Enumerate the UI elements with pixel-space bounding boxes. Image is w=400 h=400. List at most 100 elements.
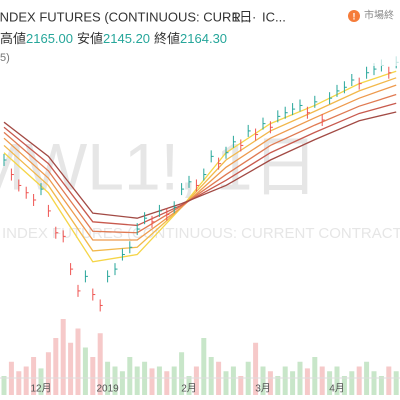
volume-bar	[16, 371, 22, 395]
high: 2165.00	[26, 31, 73, 46]
moving-average	[3, 77, 397, 252]
separator: ·	[252, 9, 256, 24]
price-bar	[144, 212, 148, 225]
price-bar	[84, 270, 88, 283]
volume-bar	[186, 376, 192, 395]
title: INDEX FUTURES (CONTINUOUS: CURR...	[0, 9, 252, 24]
volume-bar	[386, 366, 392, 395]
price-bar	[55, 226, 59, 239]
price-bar	[151, 215, 155, 228]
price-bar	[166, 208, 170, 221]
x-tick-label: 2019	[96, 384, 119, 395]
volume-bar	[38, 368, 44, 395]
x-tick-label: 12月	[30, 383, 51, 395]
moving-average	[3, 93, 397, 234]
volume-bar	[127, 357, 133, 395]
low: 2145.20	[103, 31, 150, 46]
volume-bar	[112, 366, 118, 395]
price-bar	[136, 223, 140, 236]
exchange: IC...	[262, 9, 286, 24]
price-bar	[107, 270, 111, 283]
volume-bar	[290, 371, 296, 395]
volume-bar	[304, 368, 310, 395]
low-label: 安値	[77, 31, 103, 46]
volume-bar	[319, 366, 325, 395]
price-bar	[269, 121, 273, 134]
volume-bar	[230, 366, 236, 395]
price-bar	[3, 154, 7, 166]
volume-bar	[334, 366, 340, 395]
price-bar	[218, 157, 222, 170]
volume-bar	[31, 357, 37, 395]
volume-bar	[97, 333, 103, 395]
volume-bar	[208, 357, 214, 395]
badge[interactable]: !	[353, 11, 356, 21]
volume-bar	[75, 328, 81, 395]
moving-average	[3, 84, 397, 241]
volume-bar	[193, 366, 199, 395]
close-label: 終値	[154, 31, 180, 46]
price-bar	[225, 146, 229, 159]
volume-bar	[45, 352, 51, 395]
price-bar	[210, 150, 214, 163]
volume-bar	[164, 371, 170, 395]
volume-bar	[327, 371, 333, 395]
price-bar	[329, 92, 333, 105]
moving-average	[3, 111, 397, 219]
volume-bar	[223, 371, 229, 395]
volume-bar	[267, 371, 273, 395]
volume-bar	[282, 366, 288, 395]
price-bar	[336, 84, 340, 97]
price-bar	[240, 139, 244, 152]
price-bar	[158, 204, 162, 217]
volume-bar	[253, 342, 259, 395]
volume-bar	[238, 376, 244, 395]
price-bar	[188, 175, 192, 188]
price-bar	[306, 106, 310, 119]
badge-icon[interactable]	[348, 10, 360, 22]
volume-bar	[393, 371, 399, 395]
price-bar	[33, 194, 37, 206]
volume-bar	[68, 342, 74, 395]
price-bar	[314, 95, 318, 108]
price-bar	[99, 299, 103, 312]
price-bar	[292, 103, 296, 116]
price-bar	[92, 288, 96, 301]
header-bg	[0, 0, 400, 66]
price-bar	[173, 201, 177, 214]
price-bar	[299, 99, 303, 112]
volume-bar	[371, 371, 377, 395]
volume-bar	[171, 366, 177, 395]
price-bar	[195, 179, 199, 192]
price-bar	[203, 168, 207, 181]
volume-bar	[149, 368, 155, 395]
price-bar	[358, 77, 362, 90]
x-tick-label: 4月	[329, 383, 345, 395]
volume-bar	[179, 352, 185, 395]
price-bar	[129, 241, 133, 254]
price-bar	[366, 66, 370, 79]
header: INDEX FUTURES (CONTINUOUS: CURR... · 1日 …	[0, 0, 400, 66]
x-tick-label: 3月	[255, 383, 271, 395]
volume-bar	[23, 366, 29, 395]
volume-bar	[53, 338, 59, 395]
price-bar	[262, 117, 266, 130]
volume-bar	[349, 371, 355, 395]
price-bar	[343, 81, 347, 94]
volume-bar	[356, 366, 362, 395]
volume-bar	[119, 371, 125, 395]
price-bar	[18, 179, 22, 192]
price-bar	[121, 248, 125, 261]
price-bar	[114, 263, 118, 276]
volume-bar	[341, 376, 347, 395]
high-label: 高値	[0, 31, 26, 46]
price-bar	[247, 124, 251, 137]
volume-bar	[60, 319, 66, 395]
interval: 1日	[232, 9, 252, 24]
price-bar	[40, 183, 44, 196]
close: 2164.30	[180, 31, 227, 46]
price-bar	[232, 135, 236, 148]
moving-average	[3, 102, 397, 227]
x-tick-label: 2月	[181, 383, 197, 395]
